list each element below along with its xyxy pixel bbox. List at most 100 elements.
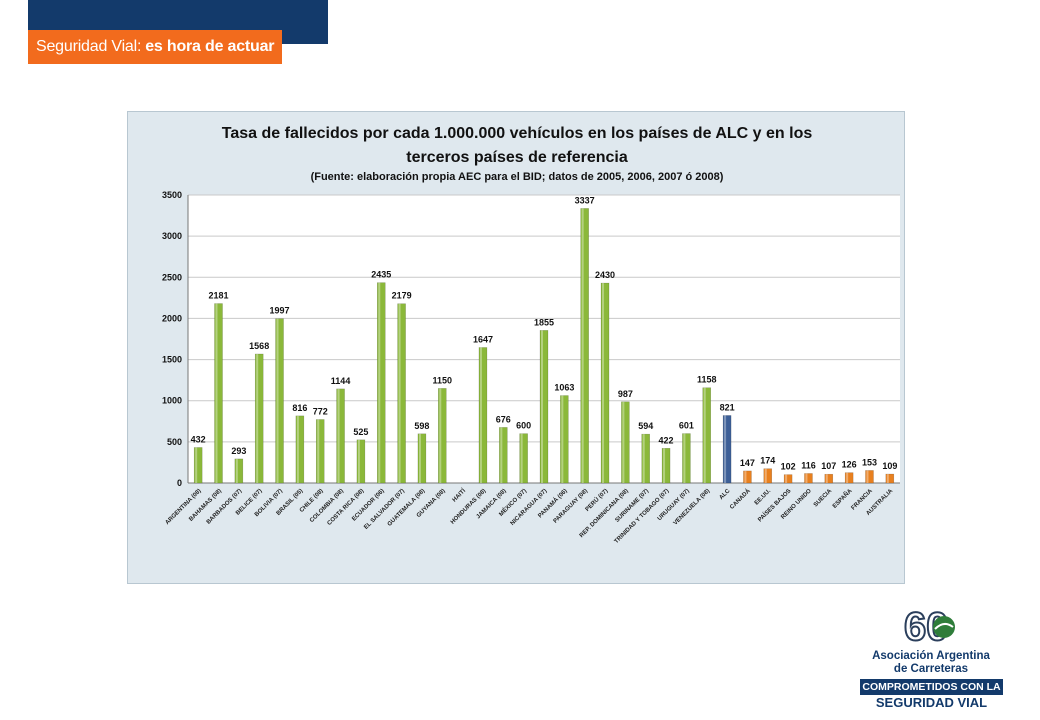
data-label: 153 [862,457,877,467]
x-tick-label: ALC [719,488,732,501]
bar-highlight [398,303,401,483]
logo-org-line1: Asociación Argentina [872,650,990,662]
bar [356,439,366,484]
data-label: 126 [842,460,857,470]
bar-highlight [724,415,727,483]
bar-highlight [378,282,381,483]
bar [600,282,610,484]
data-label: 1063 [554,383,574,393]
x-tick-label: HAITÍ [450,487,467,504]
data-label: 174 [760,456,775,466]
data-label: 102 [781,462,796,472]
bar [417,433,427,484]
data-label: 147 [740,458,755,468]
data-label: 109 [882,461,897,471]
y-tick-label: 500 [167,437,182,447]
x-tick-label: NICARAGUA (07) [510,488,549,527]
bar-highlight [846,472,849,483]
bar [397,303,406,484]
bar-highlight [215,303,218,483]
data-label: 2435 [371,270,391,280]
y-tick-label: 1000 [162,396,182,406]
bar [275,318,284,484]
bar-highlight [195,447,198,483]
data-label: 1158 [697,375,717,385]
bar [661,448,671,484]
bar [722,415,732,484]
data-label: 422 [659,435,674,445]
bar [682,433,691,484]
data-label: 2181 [208,291,228,301]
data-label: 594 [638,421,653,431]
bar [641,433,650,484]
bar [824,473,834,484]
bar-highlight [663,448,666,483]
bar-highlight [642,434,645,483]
data-label: 116 [801,460,816,470]
bar [295,415,305,484]
data-label: 1150 [433,375,453,385]
bar [580,208,589,484]
data-label: 107 [821,461,836,471]
bar-highlight [500,427,503,483]
data-label: 987 [618,389,633,399]
data-label: 1647 [473,334,493,344]
bar-highlight [479,347,482,483]
bar [377,282,386,484]
bar-highlight [602,283,605,483]
bar-highlight [764,468,767,483]
bar-highlight [418,433,421,483]
bar-highlight [276,318,279,483]
bar-chart: 0 500 1000 1500 2000 2500 3000 3500 432 ARGENTINA… [162,190,900,545]
bar-highlight [805,473,808,483]
bar [783,474,793,484]
bar [519,433,528,484]
data-label: 601 [679,421,694,431]
globe-icon [933,616,955,638]
data-label: 821 [720,402,735,412]
bar-highlight [296,415,299,483]
x-tick-label: EE.UU. [754,488,773,507]
bar-highlight [256,353,259,483]
bar-highlight [825,474,828,483]
data-label: 598 [414,421,429,431]
bar [478,347,488,484]
data-label: 2179 [392,291,412,301]
x-tick-label: BARBADOS (07) [206,488,243,525]
bar [214,303,223,484]
data-label: 772 [313,406,328,416]
y-tick-label: 2000 [162,313,182,323]
bar-highlight [235,458,238,483]
bar-highlight [886,474,889,483]
road-curve-icon [934,623,954,630]
x-tick-label: HONDURAS (08) [450,488,487,525]
bar [539,330,549,484]
bar [499,427,508,484]
bar-highlight [541,330,543,483]
data-label: 1855 [534,317,554,327]
bar-highlight [866,470,869,483]
chart-title-line1: Tasa de fallecidos por cada 1.000.000 ve… [221,125,813,142]
x-tick-label: GUATEMALA (08) [387,488,427,528]
bar-highlight [703,387,706,483]
bar [438,388,447,484]
bar-highlight [622,401,625,483]
data-label: 1997 [270,306,290,316]
chart-title-line2: terceros países de referencia [406,149,628,166]
bar-highlight [337,388,340,483]
y-tick-label: 2500 [162,272,182,282]
y-tick-label: 0 [177,478,182,488]
bar-highlight [683,433,686,483]
aac-60-logo: 60 [903,604,955,650]
x-tick-label: CANADÁ [729,487,753,511]
bar-highlight [785,474,788,483]
y-tick-label: 1500 [162,355,182,365]
header-banner: Seguridad Vial: es hora de actuar [28,30,283,64]
data-label: 676 [496,414,511,424]
bar-highlight [357,439,360,483]
bar [743,470,752,484]
bar-highlight [581,208,584,483]
data-label: 293 [231,446,246,456]
chart-subtitle: (Fuente: elaboración propia AEC para el … [310,171,724,183]
bar-highlight [744,470,747,483]
